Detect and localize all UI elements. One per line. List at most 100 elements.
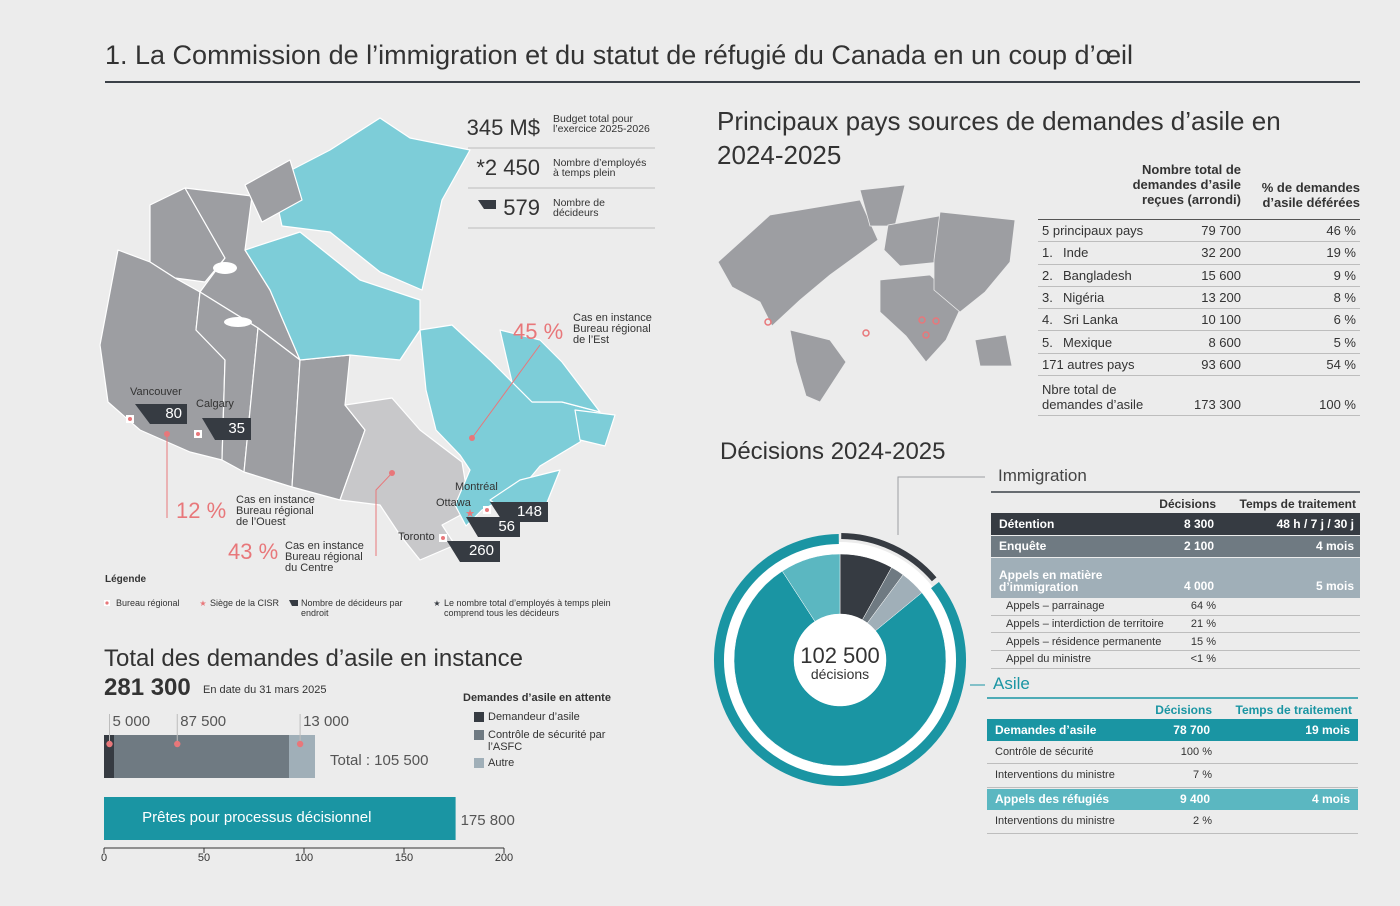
table-row: 5 principaux pays 79 700 46 %	[1038, 220, 1360, 243]
label-dot	[296, 740, 304, 748]
pct-cell: 46 %	[1326, 223, 1356, 239]
country-name: Sri Lanka	[1063, 312, 1118, 328]
rank: 3.	[1042, 290, 1053, 306]
group-time: 5 mois	[1315, 579, 1354, 593]
city-label: Montréal	[455, 481, 498, 493]
count-cell: 79 700	[1201, 223, 1241, 239]
legend-item: Le nombre total d’employés à temps plein	[444, 598, 611, 608]
item-label: Interventions du ministre	[995, 769, 1115, 782]
section-title: Principaux pays sources de demandes d’as…	[717, 106, 1281, 136]
office-marker	[441, 536, 445, 540]
pct-cell: 54 %	[1326, 356, 1356, 372]
province	[271, 117, 471, 291]
group-row: Enquête 2 100 4 mois	[991, 535, 1360, 557]
legend-label: Contrôle de sécurité par l’ASFC	[488, 729, 606, 753]
count-cell: 10 100	[1201, 312, 1241, 328]
country-name: Nigéria	[1063, 290, 1105, 306]
item-value: 64 %	[1190, 600, 1216, 613]
country-cell: 5. Mexique	[1038, 335, 1178, 350]
group-row: Détention 8 300 48 h / 7 j / 30 j	[991, 513, 1360, 535]
office-count: 80	[165, 405, 182, 422]
table-title: Asile	[993, 674, 1030, 693]
item-value: 21 %	[1190, 618, 1216, 631]
country-name: 5 principaux pays	[1042, 223, 1144, 239]
legend-title: Demandes d’asile en attente	[463, 692, 611, 704]
stat-value: 345 M$	[466, 115, 540, 140]
group-decisions: 4 000	[1183, 579, 1214, 593]
count-tag	[447, 541, 500, 562]
region-label: de l’Ouest	[236, 516, 286, 528]
column-header: Décisions	[1155, 702, 1212, 717]
label-dot	[174, 740, 181, 748]
x-tick-label: 100	[295, 852, 313, 864]
province	[244, 231, 421, 361]
legend-swatch	[474, 712, 484, 722]
table-row: 3. Nigéria 13 200 8 %	[1038, 287, 1360, 310]
asylum-table: Décisions Temps de traitement Demandes d’a…	[987, 701, 1358, 834]
region-label: Cas en instance	[285, 540, 364, 552]
office-marker	[126, 415, 491, 542]
country-cell: 171 autres pays	[1038, 357, 1178, 372]
office-marker	[196, 432, 200, 436]
table-row: Nbre total de demandes d’asile 173 300 100…	[1038, 376, 1360, 417]
office-count: 56	[498, 518, 515, 535]
donut-total: 102 500	[800, 643, 880, 668]
stat-value: 579	[503, 195, 540, 220]
stat-value: *2 450	[476, 155, 540, 180]
table-row: 1. Inde 32 200 19 %	[1038, 242, 1360, 265]
x-tick-label: 50	[198, 852, 210, 864]
legend-item: Siège de la CISR	[210, 598, 280, 608]
item-row: Appels – résidence permanente 15 %	[991, 633, 1360, 652]
country-cell: Nbre total de demandes d’asile	[1038, 382, 1178, 412]
immigration-table: Décisions Temps de traitement Détention 8 3…	[991, 495, 1360, 669]
region-label: Bureau régional	[285, 551, 363, 563]
city-label: Calgary	[196, 398, 234, 410]
group-time: 48 h / 7 j / 30 j	[1276, 516, 1354, 531]
stat-label: Nombre de	[553, 197, 605, 209]
province	[99, 249, 226, 461]
item-label: Appels – interdiction de territoire	[1006, 618, 1164, 631]
pct-cell: 8 %	[1333, 290, 1356, 306]
x-tick-label: 0	[101, 852, 107, 864]
map-annotations: 80 35 148 56 260 ★	[126, 344, 548, 562]
stat-label: l’exercice 2025-2026	[553, 123, 650, 135]
country-name: Inde	[1063, 245, 1089, 261]
office-count: 260	[469, 542, 494, 559]
item-row: Appel du ministre <1 %	[991, 651, 1360, 669]
continent	[717, 199, 879, 327]
item-row: Contrôle de sécurité 100 %	[987, 741, 1358, 764]
ring-arc	[841, 533, 937, 582]
table-row: 171 autres pays 93 600 54 %	[1038, 354, 1360, 377]
legend-title: Légende	[105, 574, 147, 585]
province	[499, 329, 601, 413]
country-name: Mexique	[1063, 334, 1113, 350]
legend-label: Autre	[488, 757, 515, 769]
stat-separators	[468, 147, 655, 229]
pct-cell: 5 %	[1333, 334, 1356, 350]
legend-icons: ★ ★	[104, 599, 441, 608]
donut-hole	[794, 614, 886, 706]
group-decisions: 2 100	[1183, 539, 1214, 554]
hq-star: ★	[465, 508, 475, 520]
legend-icon: ★	[199, 599, 206, 608]
country-name: Bangladesh	[1063, 267, 1132, 283]
leader-line	[471, 344, 541, 439]
legend-item: Bureau régional	[116, 598, 180, 608]
stat-label: Nombre d’employés	[553, 157, 647, 169]
bar-segment	[114, 735, 289, 778]
country-cell: 1. Inde	[1038, 245, 1178, 260]
item-label: Appels – parrainage	[1006, 600, 1105, 613]
lake	[213, 262, 237, 274]
group-label: Demandes d’asile	[995, 722, 1097, 737]
office-marker	[485, 508, 489, 512]
section-title: Décisions 2024-2025	[720, 438, 946, 465]
province	[244, 159, 303, 223]
group-time: 4 mois	[1315, 539, 1354, 554]
world-map	[717, 184, 1016, 403]
item-label: Appels – résidence permanente	[1006, 635, 1162, 648]
office-count: 148	[517, 503, 542, 520]
group-decisions: 8 300	[1183, 516, 1214, 531]
column-header: % de demandes d’asile déférées	[1261, 180, 1360, 210]
